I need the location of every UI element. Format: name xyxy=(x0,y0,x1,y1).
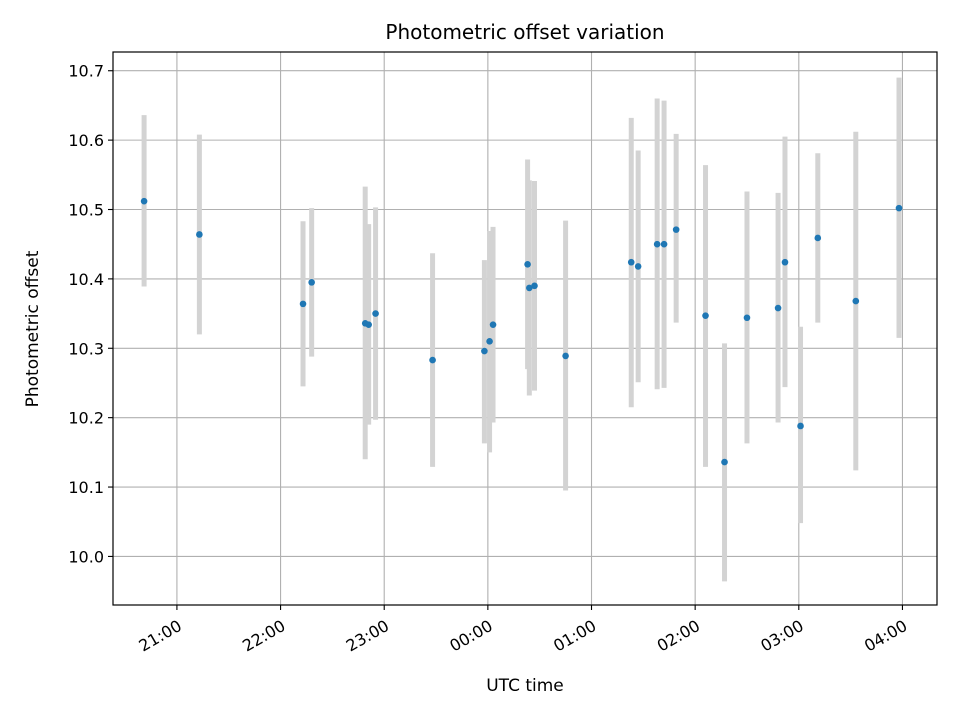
data-point xyxy=(372,310,379,317)
y-tick-label: 10.1 xyxy=(68,478,104,497)
chart-title: Photometric offset variation xyxy=(385,20,664,44)
data-point xyxy=(702,312,709,319)
data-point xyxy=(721,458,728,466)
data-point xyxy=(774,304,782,312)
data-point xyxy=(743,314,751,322)
data-point xyxy=(634,263,642,270)
data-point xyxy=(299,300,307,308)
data-point xyxy=(524,261,531,268)
y-tick-label: 10.3 xyxy=(68,339,104,358)
data-point xyxy=(429,356,436,364)
y-tick-label: 10.2 xyxy=(68,409,104,428)
data-point xyxy=(672,226,680,233)
y-tick-label: 10.6 xyxy=(68,131,104,150)
data-point xyxy=(562,352,569,360)
data-point xyxy=(365,321,372,328)
y-tick-label: 10.7 xyxy=(68,62,104,81)
plot-frame xyxy=(112,51,938,606)
data-point xyxy=(797,422,804,430)
data-point xyxy=(486,338,493,345)
grid xyxy=(113,52,937,605)
data-point xyxy=(653,240,661,248)
data-point xyxy=(481,347,488,355)
y-tick-label: 10.0 xyxy=(68,547,104,566)
data-point xyxy=(140,197,148,205)
data-points xyxy=(140,197,903,466)
y-axis-title: Photometric offset xyxy=(23,250,43,407)
x-axis-title: UTC time xyxy=(486,676,564,696)
data-point xyxy=(627,258,635,266)
data-point xyxy=(660,240,668,248)
data-point xyxy=(781,258,789,266)
data-point xyxy=(814,234,822,242)
data-point xyxy=(531,282,538,290)
data-point xyxy=(526,284,533,292)
data-point xyxy=(489,321,497,328)
y-tick-label: 10.4 xyxy=(68,270,104,289)
data-point xyxy=(895,204,903,212)
data-point xyxy=(308,279,315,286)
y-axis-ticks: 10.0 10.1 10.2 10.3 10.4 10.5 10.6 10.7 xyxy=(68,62,113,566)
data-point xyxy=(196,231,203,238)
data-point xyxy=(852,297,860,305)
y-tick-label: 10.5 xyxy=(68,201,104,220)
